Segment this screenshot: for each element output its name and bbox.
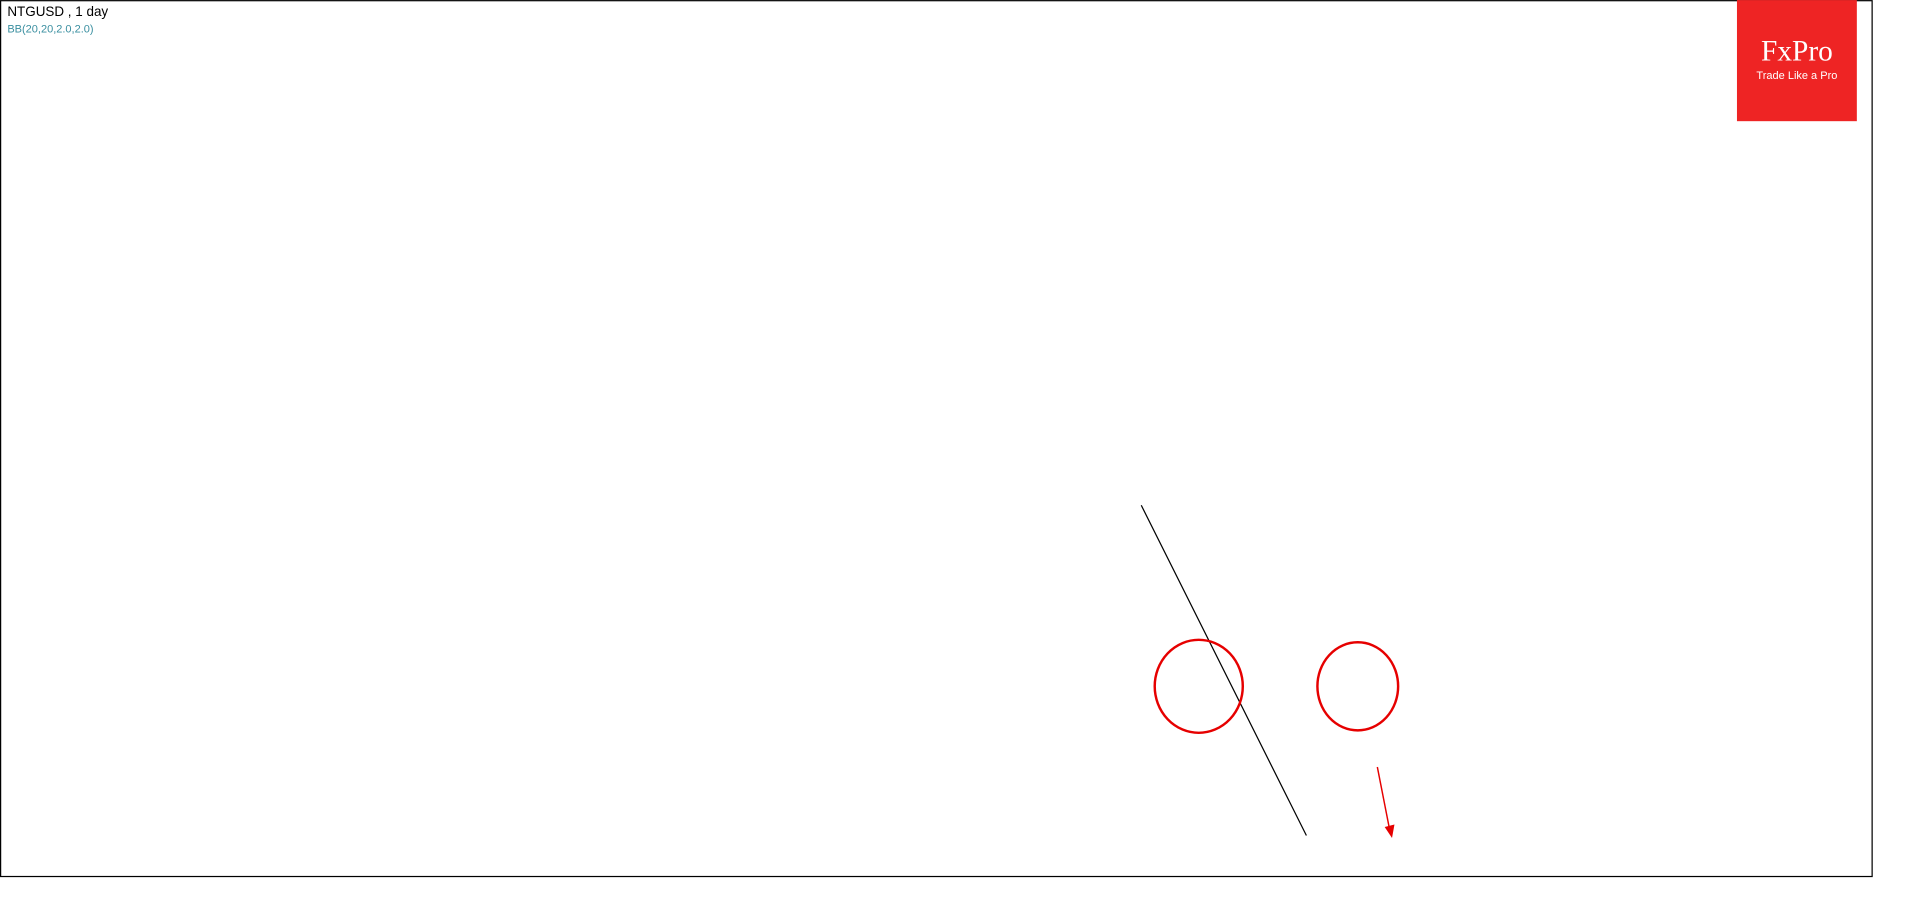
chart-title: NTGUSD , 1 day <box>7 4 108 19</box>
logo-tagline: Trade Like a Pro <box>1756 70 1837 82</box>
highlight-circle <box>1153 638 1245 735</box>
indicator-label: BB(20,20,2.0,2.0) <box>7 23 93 35</box>
highlight-circle <box>1316 641 1400 732</box>
projection-arrow <box>1376 766 1391 830</box>
logo-box <box>1736 0 1857 122</box>
arrow-head <box>1384 824 1395 838</box>
logo-name: FxPro <box>1761 36 1833 68</box>
plot-border <box>0 0 1873 878</box>
trend-line <box>1140 504 1307 836</box>
